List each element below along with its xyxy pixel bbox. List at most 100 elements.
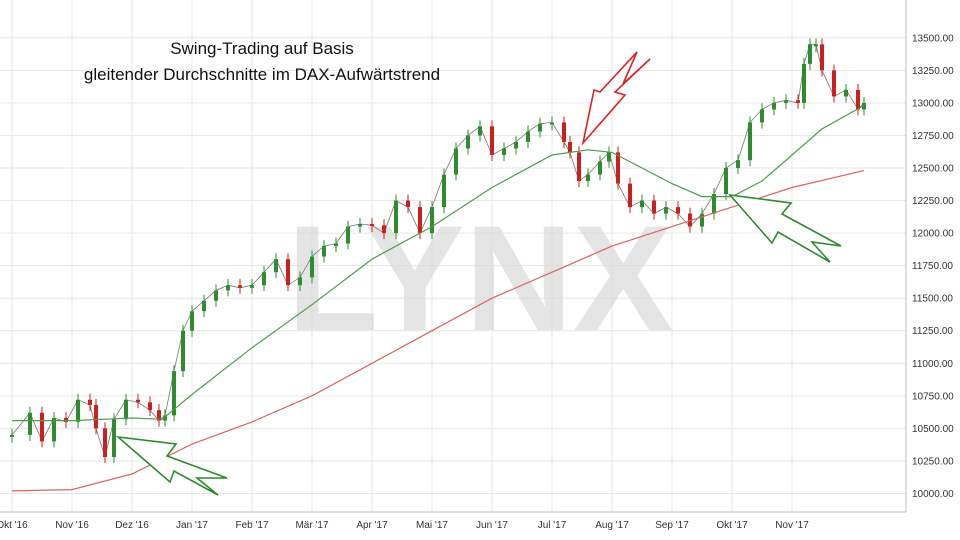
candle-body bbox=[676, 207, 680, 214]
candle-body bbox=[607, 152, 611, 162]
candle-body bbox=[577, 152, 581, 182]
candle-body bbox=[502, 148, 506, 155]
candle-body bbox=[550, 122, 554, 125]
candle-body bbox=[736, 160, 740, 169]
candle-body bbox=[478, 126, 482, 136]
candle-body bbox=[394, 200, 398, 234]
y-tick-label: 10000.00 bbox=[912, 489, 954, 500]
candle-body bbox=[250, 285, 254, 288]
candle-body bbox=[814, 44, 818, 47]
title: Swing-Trading auf Basis gleitender Durch… bbox=[84, 39, 440, 84]
candle-body bbox=[262, 272, 266, 286]
y-tick-label: 12500.00 bbox=[912, 164, 954, 175]
y-tick-label: 10250.00 bbox=[912, 456, 954, 467]
grid bbox=[0, 0, 907, 513]
candle-body bbox=[238, 285, 242, 288]
candle-body bbox=[856, 89, 860, 110]
candle-body bbox=[148, 402, 152, 411]
candle-body bbox=[700, 213, 704, 227]
candle-body bbox=[382, 225, 386, 234]
red-arrow-jul-17 bbox=[581, 51, 651, 146]
candle-body bbox=[163, 415, 167, 421]
candle-body bbox=[796, 100, 800, 103]
y-tick-label: 11250.00 bbox=[912, 326, 953, 337]
candle-body bbox=[454, 148, 458, 175]
y-tick-label: 12250.00 bbox=[912, 196, 954, 207]
candle-body bbox=[712, 194, 716, 214]
candle-body bbox=[616, 152, 620, 184]
candle-body bbox=[526, 131, 530, 142]
x-tick-label: Okt '16 bbox=[0, 520, 28, 531]
x-tick-label: Jul '17 bbox=[538, 520, 567, 531]
candle-body bbox=[202, 300, 206, 312]
green-arrow-sep-17 bbox=[728, 193, 842, 263]
y-tick-label: 11000.00 bbox=[912, 359, 953, 370]
candle-body bbox=[298, 277, 302, 286]
x-tick-label: Apr '17 bbox=[356, 520, 388, 531]
x-tick-label: Sep '17 bbox=[655, 520, 689, 531]
candle-body bbox=[322, 246, 326, 257]
green-arrow-dec-16 bbox=[115, 435, 228, 496]
candle-body bbox=[724, 168, 728, 195]
candle-body bbox=[562, 122, 566, 142]
series-layer bbox=[10, 38, 866, 492]
candle-body bbox=[418, 207, 422, 234]
x-tick-label: Nov '16 bbox=[55, 520, 89, 531]
y-tick-label: 11750.00 bbox=[912, 261, 953, 272]
candle-body bbox=[88, 399, 92, 405]
x-tick-label: Jan '17 bbox=[176, 520, 208, 531]
candle-body bbox=[370, 223, 374, 226]
candle-body bbox=[586, 174, 590, 182]
y-tick-label: 13250.00 bbox=[912, 66, 954, 77]
candle-body bbox=[226, 285, 230, 291]
plot-background bbox=[0, 0, 906, 512]
candle-body bbox=[76, 399, 80, 422]
candle-body bbox=[64, 417, 68, 422]
y-tick-label: 12000.00 bbox=[912, 229, 954, 240]
candle-body bbox=[802, 63, 806, 103]
candle-body bbox=[760, 109, 764, 123]
candle-body bbox=[832, 70, 836, 97]
y-axis-labels: 10000.00 10250.00 10500.00 10750.00 11000.00… bbox=[912, 33, 954, 500]
x-tick-label: Dez '16 bbox=[115, 520, 149, 531]
candle-body bbox=[112, 419, 116, 458]
title-line-1: Swing-Trading auf Basis bbox=[170, 39, 354, 58]
candle-body bbox=[286, 259, 290, 286]
candle-body bbox=[94, 404, 98, 429]
candle-body bbox=[430, 207, 434, 234]
candle-body bbox=[772, 102, 776, 110]
x-tick-label: Mai '17 bbox=[416, 520, 448, 531]
y-tick-label: 13500.00 bbox=[912, 33, 954, 44]
candle-body bbox=[466, 135, 470, 149]
candle-body bbox=[157, 410, 161, 421]
y-tick-label: 10500.00 bbox=[912, 424, 954, 435]
candle-body bbox=[40, 412, 44, 442]
candle-body bbox=[514, 141, 518, 149]
candle-body bbox=[442, 174, 446, 208]
y-tick-label: 11500.00 bbox=[912, 294, 953, 305]
candle-body bbox=[181, 330, 185, 372]
candle-body bbox=[538, 123, 542, 132]
candle-body bbox=[652, 200, 656, 214]
candle-body bbox=[598, 161, 602, 175]
y-tick-label: 10750.00 bbox=[912, 391, 954, 402]
candle-body bbox=[820, 44, 824, 71]
candle-body bbox=[358, 223, 362, 227]
candle-body bbox=[28, 412, 32, 435]
candle-body bbox=[172, 371, 176, 416]
x-tick-label: Okt '17 bbox=[716, 520, 748, 531]
candle-body bbox=[844, 89, 848, 97]
candle-body bbox=[640, 200, 644, 208]
x-tick-label: Jun '17 bbox=[476, 520, 508, 531]
candle-body bbox=[334, 243, 338, 247]
candle-body bbox=[808, 44, 812, 64]
candle-body bbox=[190, 311, 194, 331]
candle-body bbox=[214, 290, 218, 301]
y-tick-label: 12750.00 bbox=[912, 131, 954, 142]
x-tick-label: Feb '17 bbox=[235, 520, 268, 531]
candle-body bbox=[406, 200, 410, 208]
candle-body bbox=[136, 399, 140, 403]
candle-body bbox=[310, 256, 314, 278]
candle-body bbox=[664, 207, 668, 214]
